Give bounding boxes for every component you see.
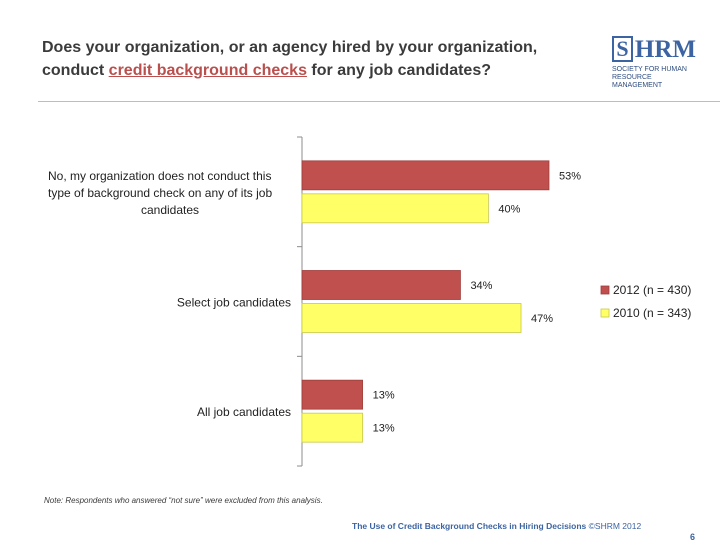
shrm-logo-line-1: SOCIETY FOR HUMAN: [612, 66, 687, 73]
bar: [301, 379, 363, 410]
footnote: Note: Respondents who answered “not sure…: [44, 496, 323, 505]
title-line-2-start: conduct: [42, 62, 109, 79]
category-label: candidates: [141, 203, 199, 217]
bar: [301, 193, 489, 224]
data-label: 13%: [373, 390, 395, 402]
title-line-1: Does your organization, or an agency hir…: [42, 39, 538, 56]
shrm-logo-tagline: SOCIETY FOR HUMAN RESOURCE MANAGEMENT: [612, 66, 696, 90]
shrm-logo-letters: HRM: [634, 35, 696, 63]
bar: [301, 160, 550, 191]
shrm-logo: S HRM SOCIETY FOR HUMAN RESOURCE MANAGEM…: [612, 35, 696, 89]
page-number: 6: [690, 532, 696, 542]
data-label: 34%: [470, 280, 492, 292]
data-label: 47%: [531, 313, 553, 325]
shrm-logo-line-2: RESOURCE MANAGEMENT: [612, 74, 663, 89]
category-label: type of background check on any of its j…: [48, 186, 272, 200]
shrm-logo-box: S: [612, 36, 633, 62]
title-line-2-end: for any job candidates?: [306, 62, 491, 79]
bar: [301, 303, 522, 333]
legend-entry: 2010 (n = 343): [613, 306, 691, 320]
bar: [301, 412, 363, 443]
category-label: No, my organization does not conduct thi…: [48, 169, 271, 183]
data-label: 40%: [498, 203, 520, 215]
category-label: Select job candidates: [177, 296, 291, 310]
legend-swatch: [600, 308, 610, 318]
footer-text: The Use of Credit Background Checks in H…: [352, 521, 589, 531]
shrm-logo-mark: S HRM: [612, 35, 696, 63]
title-highlight: credit background checks: [108, 62, 307, 79]
bar: [301, 270, 461, 300]
page-title: Does your organization, or an agency hir…: [42, 36, 582, 82]
legend-entry: 2012 (n = 430): [613, 283, 691, 297]
footer-copyright: ©SHRM 2012: [588, 521, 642, 531]
data-label: 13%: [373, 423, 395, 435]
category-label: All job candidates: [197, 405, 291, 419]
data-label: 53%: [559, 170, 581, 182]
title-divider: [38, 101, 720, 102]
footer-source: The Use of Credit Background Checks in H…: [352, 521, 641, 531]
legend-swatch: [600, 285, 610, 295]
